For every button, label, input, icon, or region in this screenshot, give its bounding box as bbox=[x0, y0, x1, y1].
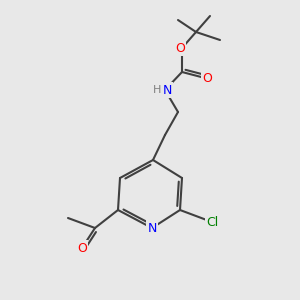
Text: Cl: Cl bbox=[206, 215, 218, 229]
Text: O: O bbox=[202, 71, 212, 85]
Text: H: H bbox=[153, 85, 161, 95]
Text: N: N bbox=[147, 221, 157, 235]
Text: O: O bbox=[77, 242, 87, 254]
Text: O: O bbox=[175, 41, 185, 55]
Text: N: N bbox=[162, 83, 172, 97]
